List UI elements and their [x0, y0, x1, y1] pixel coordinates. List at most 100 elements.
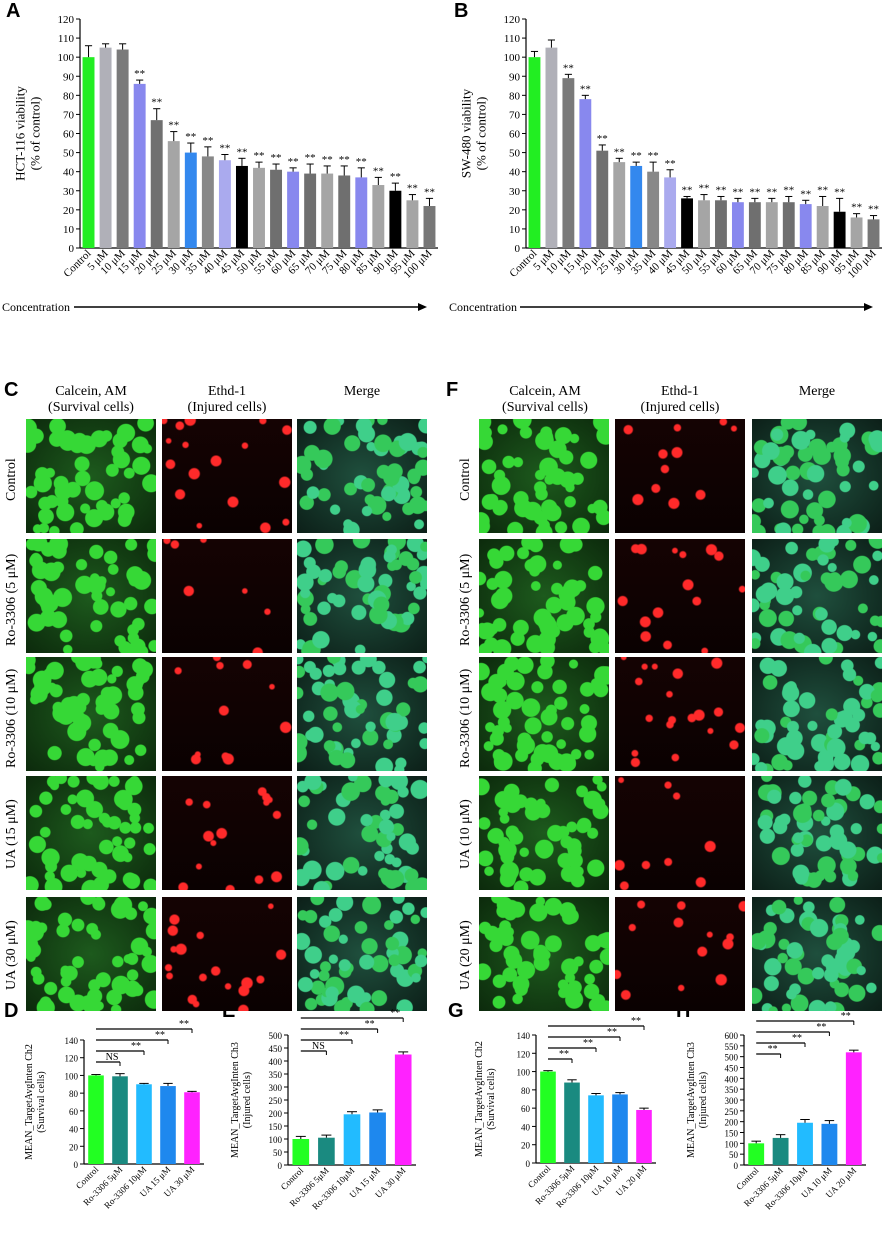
y-tick-label: 90 [63, 71, 75, 83]
y-tick-label: 120 [504, 14, 521, 26]
y-tick-label: 550 [725, 1042, 739, 1052]
bracket-label: ** [607, 1027, 617, 1038]
bar [201, 156, 214, 248]
y-axis-label: (% of control) [474, 97, 489, 171]
bar [372, 185, 385, 248]
y-tick-label: 70 [509, 109, 521, 121]
y-tick-label: 70 [63, 109, 75, 121]
panel-letter-g: G [448, 1000, 464, 1022]
significance-label: ** [732, 186, 743, 198]
significance-label: ** [373, 165, 384, 177]
bar [112, 1076, 128, 1164]
bar [99, 47, 112, 248]
bar [167, 141, 180, 248]
bar [630, 165, 643, 248]
bar [797, 1122, 813, 1165]
bar [613, 162, 626, 248]
significance-label: ** [800, 188, 811, 200]
y-tick-label: 100 [517, 1068, 531, 1078]
y-tick-label: 40 [521, 1122, 531, 1132]
ethd-image [615, 657, 745, 771]
y-axis-label: MEAN_TargetAvgInten Ch3 [230, 1042, 241, 1158]
bar [394, 1054, 412, 1165]
y-tick-label: 80 [63, 90, 75, 102]
y-tick-label: 60 [521, 1104, 531, 1114]
significance-label: ** [185, 131, 196, 143]
bar [528, 57, 541, 248]
ethd-image [162, 897, 292, 1011]
y-tick-label: 250 [269, 1096, 283, 1106]
bar [698, 200, 710, 248]
y-tick-label: 140 [517, 1031, 531, 1041]
y-tick-label: 450 [725, 1064, 739, 1074]
y-tick-label: 0 [734, 1161, 739, 1171]
bar [867, 219, 880, 248]
bar [304, 173, 317, 248]
merge-image [752, 657, 882, 771]
bar [845, 1052, 862, 1165]
bar [184, 152, 197, 248]
bar [833, 211, 846, 248]
y-tick-label: 20 [521, 1141, 531, 1151]
significance-label: ** [271, 152, 282, 164]
bar [292, 1139, 310, 1165]
merge-image [752, 419, 882, 533]
bracket-label: ** [131, 1041, 141, 1052]
significance-label: ** [563, 62, 574, 74]
bar [799, 204, 812, 248]
merge-image [297, 419, 427, 533]
bar [423, 206, 436, 248]
bracket-label: ** [339, 1030, 349, 1041]
bar [540, 1071, 556, 1163]
y-tick-label: 110 [58, 33, 75, 45]
y-tick-label: 100 [65, 1071, 79, 1081]
y-tick-label: 120 [65, 1054, 79, 1064]
calcein-image [26, 776, 156, 890]
y-tick-label: 600 [725, 1031, 739, 1041]
significance-label: ** [288, 156, 299, 168]
y-tick-label: 30 [509, 186, 521, 198]
bar [235, 165, 248, 248]
y-axis-label: MEAN_TargetAvgInten Ch2 [474, 1041, 485, 1157]
bar [731, 202, 744, 248]
significance-label: ** [305, 152, 316, 164]
y-tick-label: 0 [69, 243, 75, 255]
y-tick-label: 350 [269, 1070, 283, 1080]
bar [133, 83, 146, 248]
ethd-image [615, 776, 745, 890]
micrograph-header: Ethd-1 (Injured cells) [640, 384, 720, 415]
significance-label: ** [168, 120, 179, 132]
bracket-label: NS [312, 1041, 325, 1052]
calcein-image [26, 657, 156, 771]
y-tick-label: 40 [69, 1125, 79, 1135]
y-tick-label: 0 [526, 1159, 531, 1169]
significance-label: ** [580, 83, 591, 95]
bar [82, 57, 95, 248]
panel-letter-b: B [454, 0, 469, 22]
bracket-label: ** [816, 1022, 826, 1033]
significance-label: ** [851, 202, 862, 214]
y-tick-label: 300 [269, 1083, 283, 1093]
y-tick-label: 150 [269, 1122, 283, 1132]
y-tick-label: 50 [729, 1150, 739, 1160]
y-tick-label: 20 [63, 205, 75, 217]
bracket-label: ** [631, 1016, 641, 1027]
y-tick-label: 80 [509, 90, 521, 102]
significance-label: ** [407, 183, 418, 195]
y-tick-label: 0 [515, 243, 521, 255]
bracket-label: ** [559, 1049, 569, 1060]
y-tick-label: 60 [509, 129, 521, 141]
bracket-label: NS [106, 1052, 119, 1063]
y-tick-label: 80 [521, 1086, 531, 1096]
bar [765, 202, 778, 248]
bar [588, 1095, 604, 1163]
y-tick-label: 50 [509, 148, 521, 160]
ethd-image [615, 419, 745, 533]
ethd-image [162, 657, 292, 771]
calcein-image [479, 657, 609, 771]
significance-label: ** [648, 150, 659, 162]
calcein-image [479, 419, 609, 533]
calcein-image [26, 539, 156, 653]
micrograph-header: Calcein, AM (Survival cells) [502, 384, 588, 415]
calcein-image [26, 419, 156, 533]
